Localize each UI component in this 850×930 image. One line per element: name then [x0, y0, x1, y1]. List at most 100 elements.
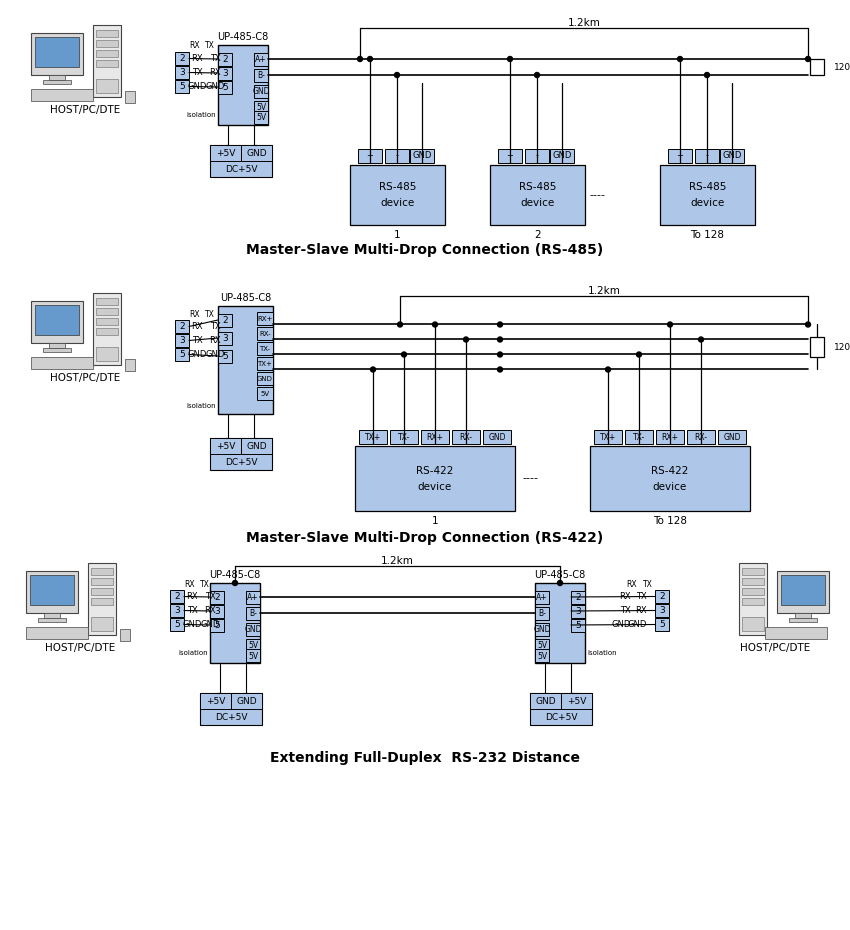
- Bar: [625, 430, 653, 444]
- Text: HOST/PC/DTE: HOST/PC/DTE: [50, 105, 120, 115]
- Circle shape: [433, 322, 438, 327]
- Text: TX-: TX-: [398, 432, 410, 442]
- Text: 2: 2: [222, 316, 228, 325]
- Text: 5V: 5V: [248, 652, 258, 660]
- Bar: [88, 563, 116, 635]
- Bar: [170, 618, 184, 631]
- Text: GND: GND: [206, 82, 224, 91]
- Text: TX+: TX+: [258, 361, 273, 366]
- Bar: [218, 314, 232, 327]
- Bar: [175, 80, 189, 93]
- Text: 5: 5: [222, 352, 228, 361]
- Text: RX+: RX+: [661, 432, 678, 442]
- Bar: [35, 37, 79, 67]
- Text: RX-: RX-: [694, 432, 707, 442]
- Text: GND: GND: [412, 152, 432, 161]
- Circle shape: [605, 367, 610, 372]
- Text: TX: TX: [191, 336, 202, 345]
- Text: GND: GND: [533, 625, 551, 634]
- Text: RX: RX: [204, 606, 216, 615]
- Bar: [246, 591, 260, 604]
- Circle shape: [371, 367, 376, 372]
- Bar: [535, 607, 549, 620]
- Text: GND: GND: [252, 87, 269, 96]
- Text: 2: 2: [214, 593, 220, 602]
- Text: +: +: [507, 152, 513, 161]
- Text: RX: RX: [191, 54, 203, 63]
- Bar: [210, 145, 272, 177]
- Bar: [246, 649, 260, 662]
- Bar: [96, 318, 118, 325]
- Text: GND: GND: [246, 442, 267, 450]
- Bar: [355, 446, 515, 511]
- Bar: [571, 591, 585, 604]
- Bar: [254, 101, 268, 114]
- Circle shape: [558, 580, 563, 586]
- Bar: [49, 343, 65, 348]
- Text: GND: GND: [182, 620, 201, 629]
- Bar: [739, 563, 767, 635]
- Text: RS-485: RS-485: [688, 182, 726, 192]
- Text: 2: 2: [660, 592, 665, 601]
- Bar: [210, 619, 224, 632]
- Text: 5V: 5V: [256, 113, 266, 123]
- Bar: [550, 149, 574, 163]
- Bar: [789, 618, 817, 622]
- Circle shape: [497, 322, 502, 327]
- Text: device: device: [520, 198, 554, 208]
- Text: TX: TX: [205, 310, 215, 318]
- Text: GND: GND: [612, 620, 631, 629]
- Text: TX: TX: [210, 54, 220, 63]
- Bar: [257, 372, 273, 385]
- Circle shape: [677, 57, 683, 61]
- Text: device: device: [690, 198, 724, 208]
- Text: GND: GND: [722, 152, 742, 161]
- Text: 2: 2: [179, 322, 184, 331]
- Bar: [91, 598, 113, 605]
- Bar: [93, 25, 121, 97]
- Text: RX+: RX+: [427, 432, 444, 442]
- Text: A+: A+: [247, 593, 258, 602]
- Bar: [218, 81, 232, 94]
- Text: 1: 1: [432, 516, 439, 526]
- Circle shape: [637, 352, 642, 357]
- Text: RX: RX: [184, 579, 195, 589]
- Text: GND: GND: [236, 697, 257, 706]
- Text: -: -: [395, 152, 399, 161]
- Text: RS-485: RS-485: [518, 182, 556, 192]
- Bar: [210, 438, 272, 470]
- Text: Extending Full-Duplex  RS-232 Distance: Extending Full-Duplex RS-232 Distance: [270, 751, 580, 765]
- Bar: [421, 430, 449, 444]
- Text: RX: RX: [189, 42, 200, 50]
- Bar: [359, 430, 387, 444]
- Text: 2: 2: [174, 592, 180, 601]
- Text: HOST/PC/DTE: HOST/PC/DTE: [50, 373, 120, 383]
- Bar: [93, 293, 121, 365]
- Bar: [175, 52, 189, 65]
- Text: RS-485: RS-485: [379, 182, 416, 192]
- Bar: [257, 312, 273, 325]
- Bar: [655, 590, 669, 603]
- Text: RX+: RX+: [258, 315, 273, 322]
- Bar: [490, 165, 585, 225]
- Text: UP-485-C8: UP-485-C8: [218, 32, 269, 42]
- Text: -: -: [706, 152, 709, 161]
- Text: isolation: isolation: [178, 650, 208, 656]
- Bar: [91, 588, 113, 595]
- Circle shape: [699, 337, 704, 342]
- Bar: [246, 607, 260, 620]
- Bar: [96, 40, 118, 47]
- Text: RX: RX: [191, 322, 203, 331]
- Text: RX-: RX-: [460, 432, 473, 442]
- Text: 5V: 5V: [260, 391, 269, 396]
- Text: UP-485-C8: UP-485-C8: [220, 293, 271, 303]
- Bar: [26, 571, 78, 613]
- Text: TX: TX: [187, 606, 197, 615]
- Text: GND: GND: [488, 432, 506, 442]
- Circle shape: [507, 57, 513, 61]
- Bar: [350, 165, 445, 225]
- Bar: [96, 328, 118, 335]
- Text: RX: RX: [209, 68, 221, 77]
- Bar: [125, 91, 135, 103]
- Bar: [257, 387, 273, 400]
